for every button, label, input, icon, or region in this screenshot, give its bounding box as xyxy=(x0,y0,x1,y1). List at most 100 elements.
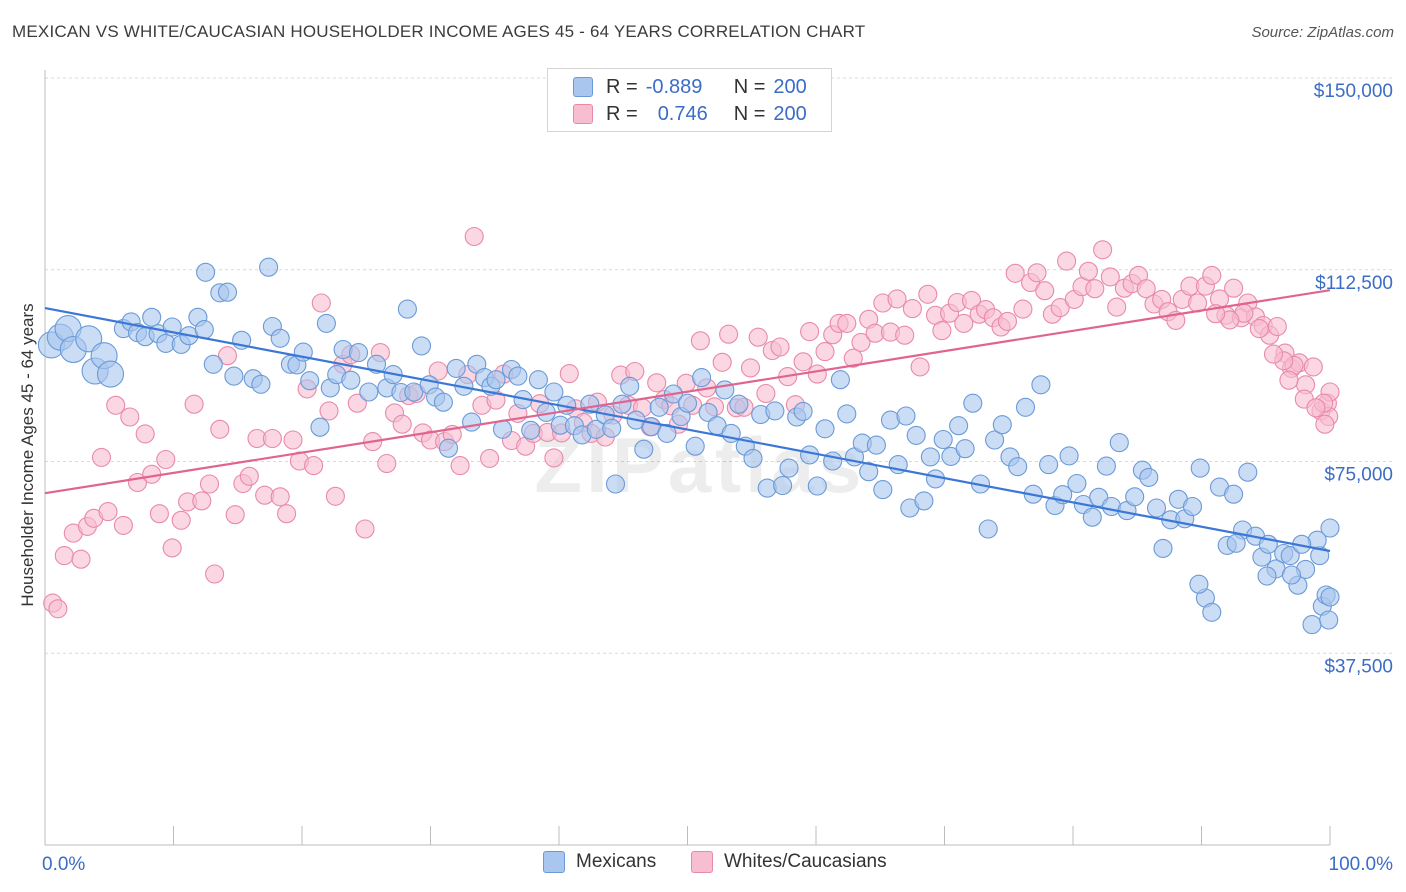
mexicans-point xyxy=(398,300,416,318)
mexicans-point xyxy=(679,394,697,412)
whites-point xyxy=(999,312,1017,330)
mexicans-point xyxy=(603,419,621,437)
whites-point xyxy=(749,328,767,346)
correlation-legend: R = -0.889 N = 200 R = 0.746 N = 200 xyxy=(547,68,832,132)
mexicans-point xyxy=(816,420,834,438)
mexicans-point xyxy=(730,395,748,413)
legend-r-label: R = xyxy=(606,103,638,126)
whites-point xyxy=(150,505,168,523)
whites-point xyxy=(185,395,203,413)
whites-point xyxy=(320,402,338,420)
legend-r-value-mexicans: -0.889 xyxy=(646,76,726,99)
mexicans-point xyxy=(1320,611,1338,629)
y-tick-label: $37,500 xyxy=(1324,656,1393,677)
whites-point xyxy=(163,539,181,557)
whites-point xyxy=(93,448,111,466)
legend-row-mexicans: R = -0.889 N = 200 xyxy=(573,76,807,98)
whites-point xyxy=(742,359,760,377)
scatter-chart: ZIPatlas $37,500$75,000$112,500$150,000 … xyxy=(0,0,1406,892)
legend-item-mexicans[interactable]: Mexicans xyxy=(543,851,656,873)
whites-point xyxy=(305,457,323,475)
whites-point xyxy=(816,343,834,361)
mexicans-point xyxy=(774,477,792,495)
legend-n-value-mexicans: 200 xyxy=(773,76,806,99)
whites-point xyxy=(771,338,789,356)
legend-item-whites[interactable]: Whites/Caucasians xyxy=(691,851,887,873)
whites-point xyxy=(193,492,211,510)
mexicans-point xyxy=(143,308,161,326)
mexicans-point xyxy=(766,402,784,420)
legend-swatch-whites xyxy=(573,104,593,124)
mexicans-point xyxy=(1227,534,1245,552)
mexicans-point xyxy=(693,369,711,387)
mexicans-point xyxy=(342,371,360,389)
mexicans-point xyxy=(613,395,631,413)
mexicans-point xyxy=(1110,434,1128,452)
whites-point xyxy=(393,415,411,433)
whites-point xyxy=(451,457,469,475)
whites-point xyxy=(356,520,374,538)
mexicans-point xyxy=(1154,539,1172,557)
whites-point xyxy=(794,353,812,371)
whites-point xyxy=(1108,298,1126,316)
whites-point xyxy=(206,565,224,583)
whites-point xyxy=(1094,241,1112,259)
mexicans-point xyxy=(350,344,368,362)
mexicans-point xyxy=(413,337,431,355)
mexicans-point xyxy=(950,417,968,435)
mexicans-point xyxy=(225,367,243,385)
mexicans-point xyxy=(621,377,639,395)
mexicans-point xyxy=(1225,485,1243,503)
mexicans-point xyxy=(1068,475,1086,493)
mexicans-point xyxy=(440,439,458,457)
whites-point xyxy=(1316,415,1334,433)
whites-point xyxy=(99,503,117,521)
whites-point xyxy=(136,425,154,443)
whites-point xyxy=(121,408,139,426)
whites-point xyxy=(1079,262,1097,280)
mexicans-point xyxy=(447,359,465,377)
mexicans-point xyxy=(1148,499,1166,517)
mexicans-point xyxy=(927,470,945,488)
mexicans-point xyxy=(1126,488,1144,506)
whites-point xyxy=(326,487,344,505)
mexicans-point xyxy=(260,258,278,276)
whites-point xyxy=(55,547,73,565)
whites-point xyxy=(114,516,132,534)
whites-point xyxy=(896,326,914,344)
whites-point xyxy=(801,323,819,341)
mexicans-point xyxy=(874,481,892,499)
mexicans-point xyxy=(252,375,270,393)
mexicans-point xyxy=(1040,456,1058,474)
whites-point xyxy=(757,385,775,403)
mexicans-point xyxy=(219,283,237,301)
mexicans-point xyxy=(979,520,997,538)
mexicans-point xyxy=(311,418,329,436)
mexicans-point xyxy=(317,314,335,332)
mexicans-point xyxy=(867,436,885,454)
mexicans-point xyxy=(934,431,952,449)
mexicans-point xyxy=(915,492,933,510)
whites-point xyxy=(1203,266,1221,284)
whites-point xyxy=(1036,282,1054,300)
mexicans-point xyxy=(716,381,734,399)
legend-r-value-whites: 0.746 xyxy=(646,103,726,126)
whites-point xyxy=(465,228,483,246)
legend-label-whites: Whites/Caucasians xyxy=(724,851,887,873)
whites-point xyxy=(240,467,258,485)
mexicans-point xyxy=(1239,463,1257,481)
mexicans-point xyxy=(650,398,668,416)
y-tick-label: $75,000 xyxy=(1324,465,1393,486)
mexicans-point xyxy=(334,341,352,359)
whites-point xyxy=(911,358,929,376)
whites-point xyxy=(838,314,856,332)
whites-point xyxy=(955,314,973,332)
mexicans-point xyxy=(360,383,378,401)
y-tick-label: $112,500 xyxy=(1315,273,1393,294)
whites-point xyxy=(1280,371,1298,389)
legend-n-label: N = xyxy=(734,103,766,126)
whites-point xyxy=(1307,399,1325,417)
whites-point xyxy=(49,600,67,618)
mexicans-point xyxy=(1140,468,1158,486)
whites-point xyxy=(1006,264,1024,282)
